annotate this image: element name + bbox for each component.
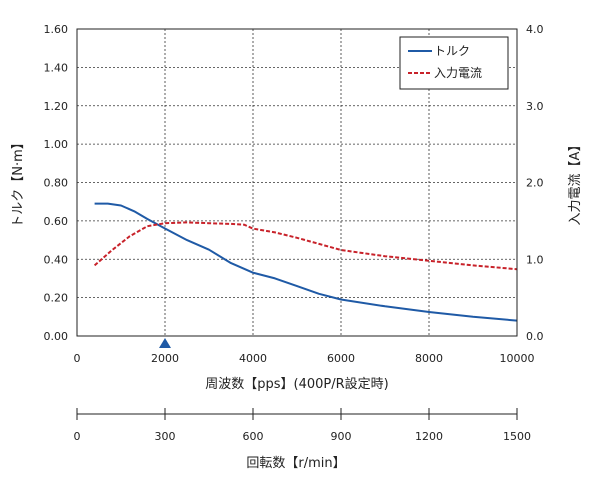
y-left-axis-title: トルク【N·m】 xyxy=(11,136,26,228)
y-right-tick-label: 3.0 xyxy=(526,100,544,113)
grid-lines xyxy=(77,29,517,336)
series-lines xyxy=(93,202,518,322)
tick-labels: 0.00 0.20 0.40 0.60 0.80 1.00 1.20 1.40 1.60 0 200… xyxy=(44,23,544,365)
rpm-tick-label: 1200 xyxy=(415,430,443,443)
rpm-tick-label: 1500 xyxy=(503,430,531,443)
legend-label-current: 入力電流 xyxy=(434,66,482,80)
y-left-tick-label: 1.00 xyxy=(44,138,69,151)
x-tick-label: 8000 xyxy=(415,352,443,365)
legend-label-torque: トルク xyxy=(434,44,470,58)
x-tick-label: 2000 xyxy=(151,352,179,365)
rpm-tick-label: 0 xyxy=(74,430,81,443)
torque-series-line xyxy=(94,202,518,322)
y-right-tick-label: 2.0 xyxy=(526,177,544,190)
x-tick-label: 4000 xyxy=(239,352,267,365)
x-axis-title: 周波数【pps】(400P/R設定時) xyxy=(205,376,389,392)
x-tick-label: 6000 xyxy=(327,352,355,365)
y-right-axis-title: 入力電流【A】 xyxy=(568,139,583,226)
rpm-axis-title: 回転数【r/min】 xyxy=(246,456,345,471)
x-tick-label: 10000 xyxy=(500,352,535,365)
legend: トルク 入力電流 xyxy=(399,36,509,90)
plot-frame xyxy=(76,28,518,337)
y-left-tick-label: 1.60 xyxy=(44,23,69,36)
x-tick-label: 0 xyxy=(74,352,81,365)
legend-box xyxy=(399,36,509,90)
y-left-tick-label: 0.80 xyxy=(44,177,69,190)
y-left-tick-label: 0.00 xyxy=(44,330,69,343)
y-right-tick-label: 0.0 xyxy=(526,330,544,343)
current-series-line xyxy=(93,221,518,271)
rpm-tick-label: 300 xyxy=(155,430,176,443)
y-left-tick-label: 0.60 xyxy=(44,215,69,228)
y-left-tick-label: 0.20 xyxy=(44,292,69,305)
y-left-tick-label: 1.40 xyxy=(44,61,69,74)
operating-point-marker xyxy=(159,338,171,348)
rpm-tick-label: 900 xyxy=(331,430,352,443)
y-left-tick-label: 1.20 xyxy=(44,100,69,113)
y-right-tick-label: 1.0 xyxy=(526,253,544,266)
rpm-axis: 0 300 600 900 1200 1500 xyxy=(74,408,531,443)
rpm-tick-label: 600 xyxy=(243,430,264,443)
y-left-tick-label: 0.40 xyxy=(44,253,69,266)
y-right-tick-label: 4.0 xyxy=(526,23,544,36)
